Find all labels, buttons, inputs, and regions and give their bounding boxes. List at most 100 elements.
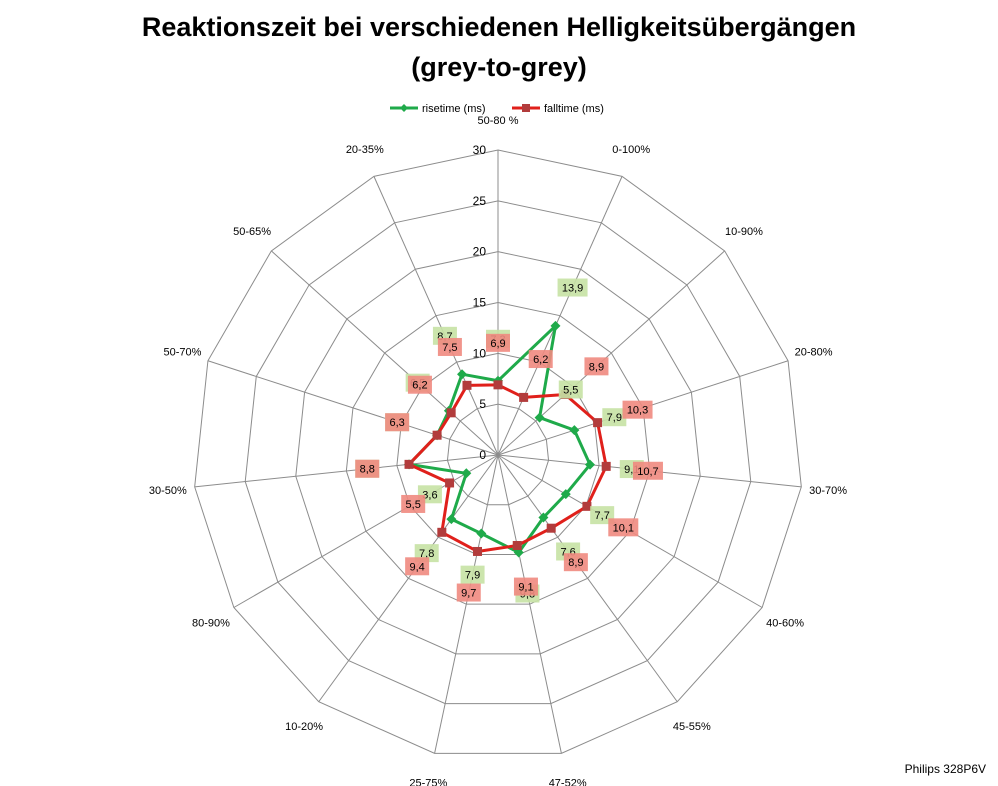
data-label: 7,9 — [465, 570, 480, 582]
series-line — [407, 383, 608, 553]
category-label: 40-60% — [766, 618, 804, 630]
grid-ring — [446, 403, 550, 506]
data-label-bg — [528, 350, 553, 369]
data-label: 10,1 — [613, 522, 634, 534]
data-label: 7,8 — [419, 548, 434, 560]
data-label-bg — [632, 461, 663, 480]
risetime-marker — [476, 528, 487, 539]
category-label: 45-55% — [673, 721, 711, 733]
risetime-marker — [461, 468, 472, 479]
data-label: 9,7 — [461, 588, 476, 600]
data-label: 6,3 — [389, 417, 404, 429]
data-label-bg — [486, 333, 510, 352]
risetime-marker — [457, 369, 468, 380]
data-label: 7,7 — [595, 510, 610, 522]
data-label-bg — [460, 565, 485, 584]
axis-tick-label: 15 — [473, 296, 487, 310]
data-label: 7,5 — [442, 342, 457, 354]
risetime-marker — [550, 320, 561, 331]
grid-ring — [194, 149, 802, 754]
data-label: 9,4 — [409, 561, 424, 573]
falltime-marker — [404, 459, 414, 469]
data-label: 8,9 — [589, 361, 604, 373]
category-label: 10-90% — [725, 226, 763, 238]
data-label-bg — [437, 337, 462, 356]
data-label: 7,9 — [607, 412, 622, 424]
axis-spoke — [497, 250, 725, 456]
data-label-bg — [608, 518, 639, 537]
category-label: 30-70% — [809, 485, 847, 497]
risetime-marker — [534, 412, 545, 423]
data-label: 3,6 — [422, 489, 437, 501]
category-label: 10-20% — [285, 721, 323, 733]
data-label: 10,7 — [637, 466, 658, 478]
axis-spoke — [497, 176, 623, 456]
grid-ring — [244, 200, 752, 705]
data-label: 8,9 — [568, 557, 583, 569]
data-label-bg — [584, 357, 609, 376]
legend-marker — [522, 104, 530, 112]
falltime-marker — [446, 408, 456, 418]
axis-spoke — [373, 176, 499, 456]
category-label: 50-80 % — [478, 115, 519, 127]
falltime-marker — [432, 430, 442, 440]
axis-tick-label: 5 — [479, 397, 486, 411]
falltime-marker — [493, 380, 503, 390]
data-label: 8,8 — [360, 464, 375, 476]
axis-spoke — [434, 454, 499, 754]
data-label: 10,3 — [627, 405, 648, 417]
data-label-bg — [558, 380, 583, 399]
axis-spoke — [318, 454, 499, 703]
legend-marker — [400, 104, 408, 112]
data-label-bg — [407, 375, 432, 394]
category-label: 80-90% — [192, 618, 230, 630]
category-label: 25-75% — [409, 778, 447, 786]
data-label-bg — [557, 278, 588, 297]
data-label: 6,9 — [490, 338, 505, 350]
data-label: 6,2 — [533, 354, 548, 366]
falltime-marker — [601, 461, 611, 471]
falltime-marker — [445, 478, 455, 488]
legend-entry: risetime (ms) — [422, 103, 486, 115]
risetime-marker — [585, 459, 596, 470]
grid-ring — [396, 352, 600, 555]
axis-spoke — [207, 360, 499, 456]
data-label-bg — [563, 553, 588, 572]
category-label: 50-70% — [163, 346, 201, 358]
risetime-marker — [569, 425, 580, 436]
data-label-bg — [385, 413, 410, 432]
data-label-bg — [590, 506, 615, 525]
data-label-bg — [513, 577, 538, 596]
axis-tick-label: 10 — [473, 346, 487, 360]
legend-entry: falltime (ms) — [544, 103, 604, 115]
risetime-marker — [446, 514, 457, 525]
category-label: 50-65% — [233, 226, 271, 238]
data-label: 5,5 — [563, 384, 578, 396]
falltime-marker — [462, 380, 472, 390]
chart-title: Reaktionszeit bei verschiedenen Helligke… — [141, 12, 857, 42]
axis-spoke — [271, 250, 499, 456]
axis-spoke — [194, 454, 499, 488]
data-label: 13,9 — [562, 283, 583, 295]
data-label-bg — [602, 408, 627, 427]
axis-tick-label: 20 — [473, 245, 487, 259]
axis-spoke — [497, 454, 562, 754]
data-label: 9,1 — [518, 582, 533, 594]
category-label: 20-80% — [795, 346, 833, 358]
falltime-marker — [582, 501, 592, 511]
series-line — [407, 324, 592, 554]
data-label: 6,2 — [412, 380, 427, 392]
category-label: 47-52% — [549, 778, 587, 786]
risetime-marker — [538, 512, 549, 523]
axis-tick-label: 25 — [473, 194, 487, 208]
category-label: 20-35% — [346, 144, 384, 156]
falltime-marker — [519, 392, 529, 402]
grid-ring — [345, 301, 651, 605]
falltime-marker — [437, 527, 447, 537]
footer-label: Philips 328P6V — [904, 762, 986, 776]
risetime-marker — [560, 489, 571, 500]
falltime-marker — [546, 523, 556, 533]
category-label: 0-100% — [612, 144, 650, 156]
